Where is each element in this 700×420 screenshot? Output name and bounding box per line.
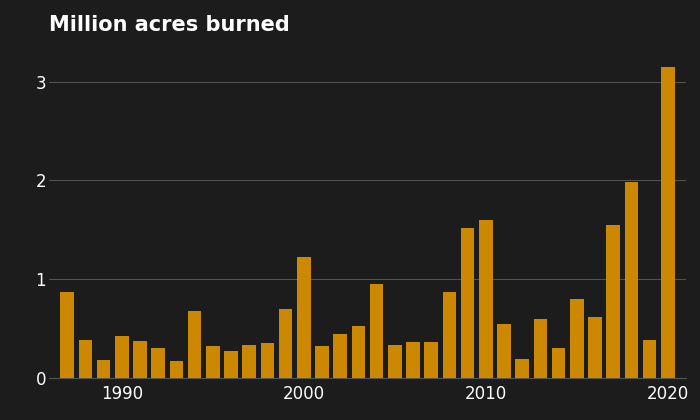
Text: Million acres burned: Million acres burned xyxy=(49,15,290,35)
Bar xyxy=(78,341,92,378)
Bar xyxy=(552,348,566,378)
Bar xyxy=(606,225,620,378)
Bar xyxy=(151,348,165,378)
Bar xyxy=(643,341,657,378)
Bar xyxy=(479,220,493,378)
Bar xyxy=(497,324,511,378)
Bar xyxy=(515,359,529,378)
Bar xyxy=(442,292,456,378)
Bar xyxy=(588,317,602,378)
Bar xyxy=(297,257,311,378)
Bar xyxy=(388,345,402,378)
Bar xyxy=(370,284,384,378)
Bar xyxy=(624,182,638,378)
Bar xyxy=(260,344,274,378)
Bar xyxy=(242,345,256,378)
Bar xyxy=(661,67,675,378)
Bar xyxy=(315,346,329,378)
Bar xyxy=(224,351,238,378)
Bar xyxy=(115,336,129,378)
Bar xyxy=(133,341,147,378)
Bar xyxy=(461,228,475,378)
Bar xyxy=(279,309,293,378)
Bar xyxy=(533,319,547,378)
Bar xyxy=(424,342,438,378)
Bar xyxy=(406,342,420,378)
Bar xyxy=(351,326,365,378)
Bar xyxy=(97,360,111,378)
Bar xyxy=(169,361,183,378)
Bar xyxy=(188,311,202,378)
Bar xyxy=(60,292,74,378)
Bar xyxy=(570,299,584,378)
Bar xyxy=(333,333,347,378)
Bar xyxy=(206,346,220,378)
